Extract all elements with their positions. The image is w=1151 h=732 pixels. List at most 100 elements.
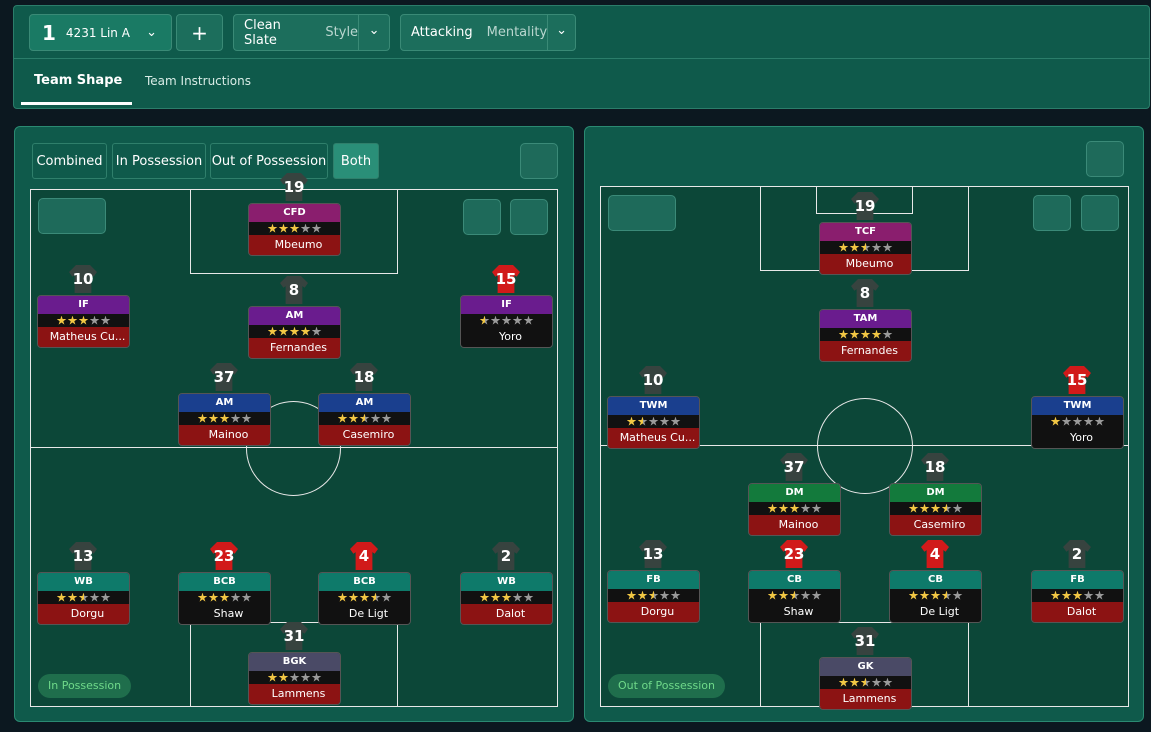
player-name: Dorgu <box>38 604 129 624</box>
number: 2 <box>500 547 512 565</box>
player-number: 15 <box>1057 366 1097 394</box>
number: 31 <box>283 627 305 645</box>
star <box>67 315 78 325</box>
star <box>626 416 637 426</box>
star <box>197 592 208 602</box>
icon-button[interactable] <box>1086 141 1124 177</box>
player-name: Mainoo <box>749 515 840 535</box>
player-card[interactable]: BCB De Ligt <box>318 572 411 625</box>
player-card[interactable]: TWM Yoro <box>1031 396 1124 449</box>
rating <box>179 591 270 604</box>
rating <box>38 591 129 604</box>
player-name: Fernandes <box>249 338 340 358</box>
player-card[interactable]: TAM Fernandes <box>819 309 912 362</box>
add-button[interactable]: + <box>176 14 223 51</box>
player-card[interactable]: FB Dorgu <box>607 570 700 623</box>
star <box>800 590 811 600</box>
mentality-select[interactable]: Attacking Mentality ⌄ <box>400 14 576 51</box>
player-card[interactable]: IF Yoro <box>460 295 553 348</box>
phase-badge: In Possession <box>38 674 132 698</box>
star <box>767 503 778 513</box>
star <box>1083 416 1094 426</box>
star <box>882 677 893 687</box>
star <box>523 592 534 602</box>
player-card[interactable]: IF Matheus Cu... <box>37 295 130 348</box>
rating <box>749 589 840 602</box>
role: DM <box>890 484 981 502</box>
view-tab[interactable]: Combined <box>32 143 107 179</box>
player-card[interactable]: TWM Matheus Cu... <box>607 396 700 449</box>
toolbar: 1 4231 Lin A ⌄ + Clean Slate Style ⌄ Att… <box>13 5 1150 109</box>
number: 23 <box>783 545 805 563</box>
role: AM <box>179 394 270 412</box>
star <box>919 503 930 513</box>
star <box>241 413 252 423</box>
star <box>381 413 392 423</box>
star <box>930 503 941 513</box>
player-name: Casemiro <box>890 515 981 535</box>
player-name: Shaw <box>179 604 270 624</box>
player-card[interactable]: TCF Mbeumo <box>819 222 912 275</box>
player-number: 31 <box>274 622 314 650</box>
formation-select[interactable]: 1 4231 Lin A ⌄ <box>29 14 172 51</box>
icon-button[interactable] <box>510 199 548 235</box>
player-card[interactable]: FB Dalot <box>1031 570 1124 623</box>
view-tab[interactable]: In Possession <box>112 143 206 179</box>
rating <box>249 222 340 235</box>
star <box>359 592 370 602</box>
star <box>501 315 512 325</box>
player-card[interactable]: BCB Shaw <box>178 572 271 625</box>
star <box>670 590 681 600</box>
icon-button[interactable] <box>520 143 558 179</box>
player-card[interactable]: GK Lammens <box>819 657 912 710</box>
star <box>100 315 111 325</box>
rating <box>249 671 340 684</box>
phase-badge: Out of Possession <box>608 674 725 698</box>
player-number: 10 <box>63 265 103 293</box>
icon-button[interactable] <box>1081 195 1119 231</box>
star <box>267 326 278 336</box>
style-select[interactable]: Clean Slate Style ⌄ <box>233 14 390 51</box>
role: FB <box>1032 571 1123 589</box>
player-card[interactable]: AM Fernandes <box>248 306 341 359</box>
role: TAM <box>820 310 911 328</box>
rating <box>179 412 270 425</box>
player-card[interactable]: WB Dalot <box>460 572 553 625</box>
star <box>778 503 789 513</box>
view-tab[interactable]: Out of Possession <box>210 143 328 179</box>
number: 4 <box>929 545 941 563</box>
view-tab[interactable]: Both <box>333 143 379 179</box>
star <box>523 315 534 325</box>
star <box>89 315 100 325</box>
role: AM <box>249 307 340 325</box>
star <box>337 592 348 602</box>
role: CB <box>890 571 981 589</box>
icon-button[interactable] <box>463 199 501 235</box>
star <box>800 503 811 513</box>
star <box>659 590 670 600</box>
star <box>789 503 800 513</box>
tab[interactable]: Team Shape <box>34 73 123 88</box>
star <box>882 329 893 339</box>
player-card[interactable]: BGK Lammens <box>248 652 341 705</box>
player-card[interactable]: AM Mainoo <box>178 393 271 446</box>
star <box>479 315 490 325</box>
number: 23 <box>213 547 235 565</box>
star <box>871 677 882 687</box>
player-card[interactable]: CB Shaw <box>748 570 841 623</box>
icon-button[interactable] <box>1033 195 1071 231</box>
player-card[interactable]: WB Dorgu <box>37 572 130 625</box>
star <box>208 413 219 423</box>
player-card[interactable]: DM Casemiro <box>889 483 982 536</box>
player-card[interactable]: CB De Ligt <box>889 570 982 623</box>
tab[interactable]: Team Instructions <box>145 74 252 88</box>
player-card[interactable]: DM Mainoo <box>748 483 841 536</box>
star <box>1061 590 1072 600</box>
view-toggle[interactable] <box>38 198 106 234</box>
view-toggle[interactable] <box>608 195 676 231</box>
player-card[interactable]: CFD Mbeumo <box>248 203 341 256</box>
player-card[interactable]: AM Casemiro <box>318 393 411 446</box>
star <box>381 592 392 602</box>
formation: 4231 Lin A <box>65 25 130 40</box>
